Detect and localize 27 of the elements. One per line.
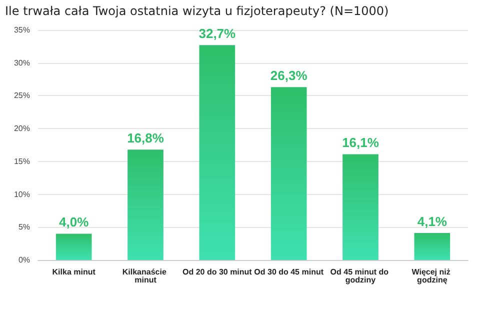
y-tick-label: 10% — [14, 190, 30, 199]
data-label: 16,1% — [342, 135, 380, 150]
bar — [56, 234, 92, 260]
x-tick-label: Kilkanaście minut — [122, 268, 169, 284]
chart-title: Ile trwała cała Twoja ostatnia wizyta u fizjoterapeuty? (N=1000) — [5, 4, 389, 18]
x-tick-label: Od 45 minut do godziny — [330, 268, 391, 284]
data-label: 16,8% — [127, 130, 164, 146]
y-tick-label: 0% — [18, 256, 30, 264]
bar — [414, 233, 450, 260]
y-tick-label: 30% — [14, 58, 30, 68]
y-tick-label: 35% — [14, 26, 30, 34]
bar — [270, 87, 307, 260]
x-tick-label: Od 20 do 30 minut — [182, 268, 252, 276]
y-tick-label: 20% — [14, 124, 30, 134]
x-tick-label: Od 30 do 45 minut — [254, 268, 324, 276]
y-tick-label: 5% — [18, 222, 30, 232]
bar — [342, 154, 378, 260]
x-tick-label: Kilka minut — [52, 268, 96, 276]
y-tick-label: 25% — [14, 91, 30, 100]
bar — [199, 45, 236, 260]
x-tick-label: Więcej niż godzinę — [412, 268, 453, 284]
data-label: 4,0% — [59, 214, 90, 230]
data-label: 26,3% — [270, 68, 308, 84]
bar — [128, 150, 164, 260]
data-label: 4,1% — [417, 214, 448, 230]
y-tick-label: 15% — [14, 156, 30, 166]
data-label: 32,7% — [198, 26, 236, 42]
